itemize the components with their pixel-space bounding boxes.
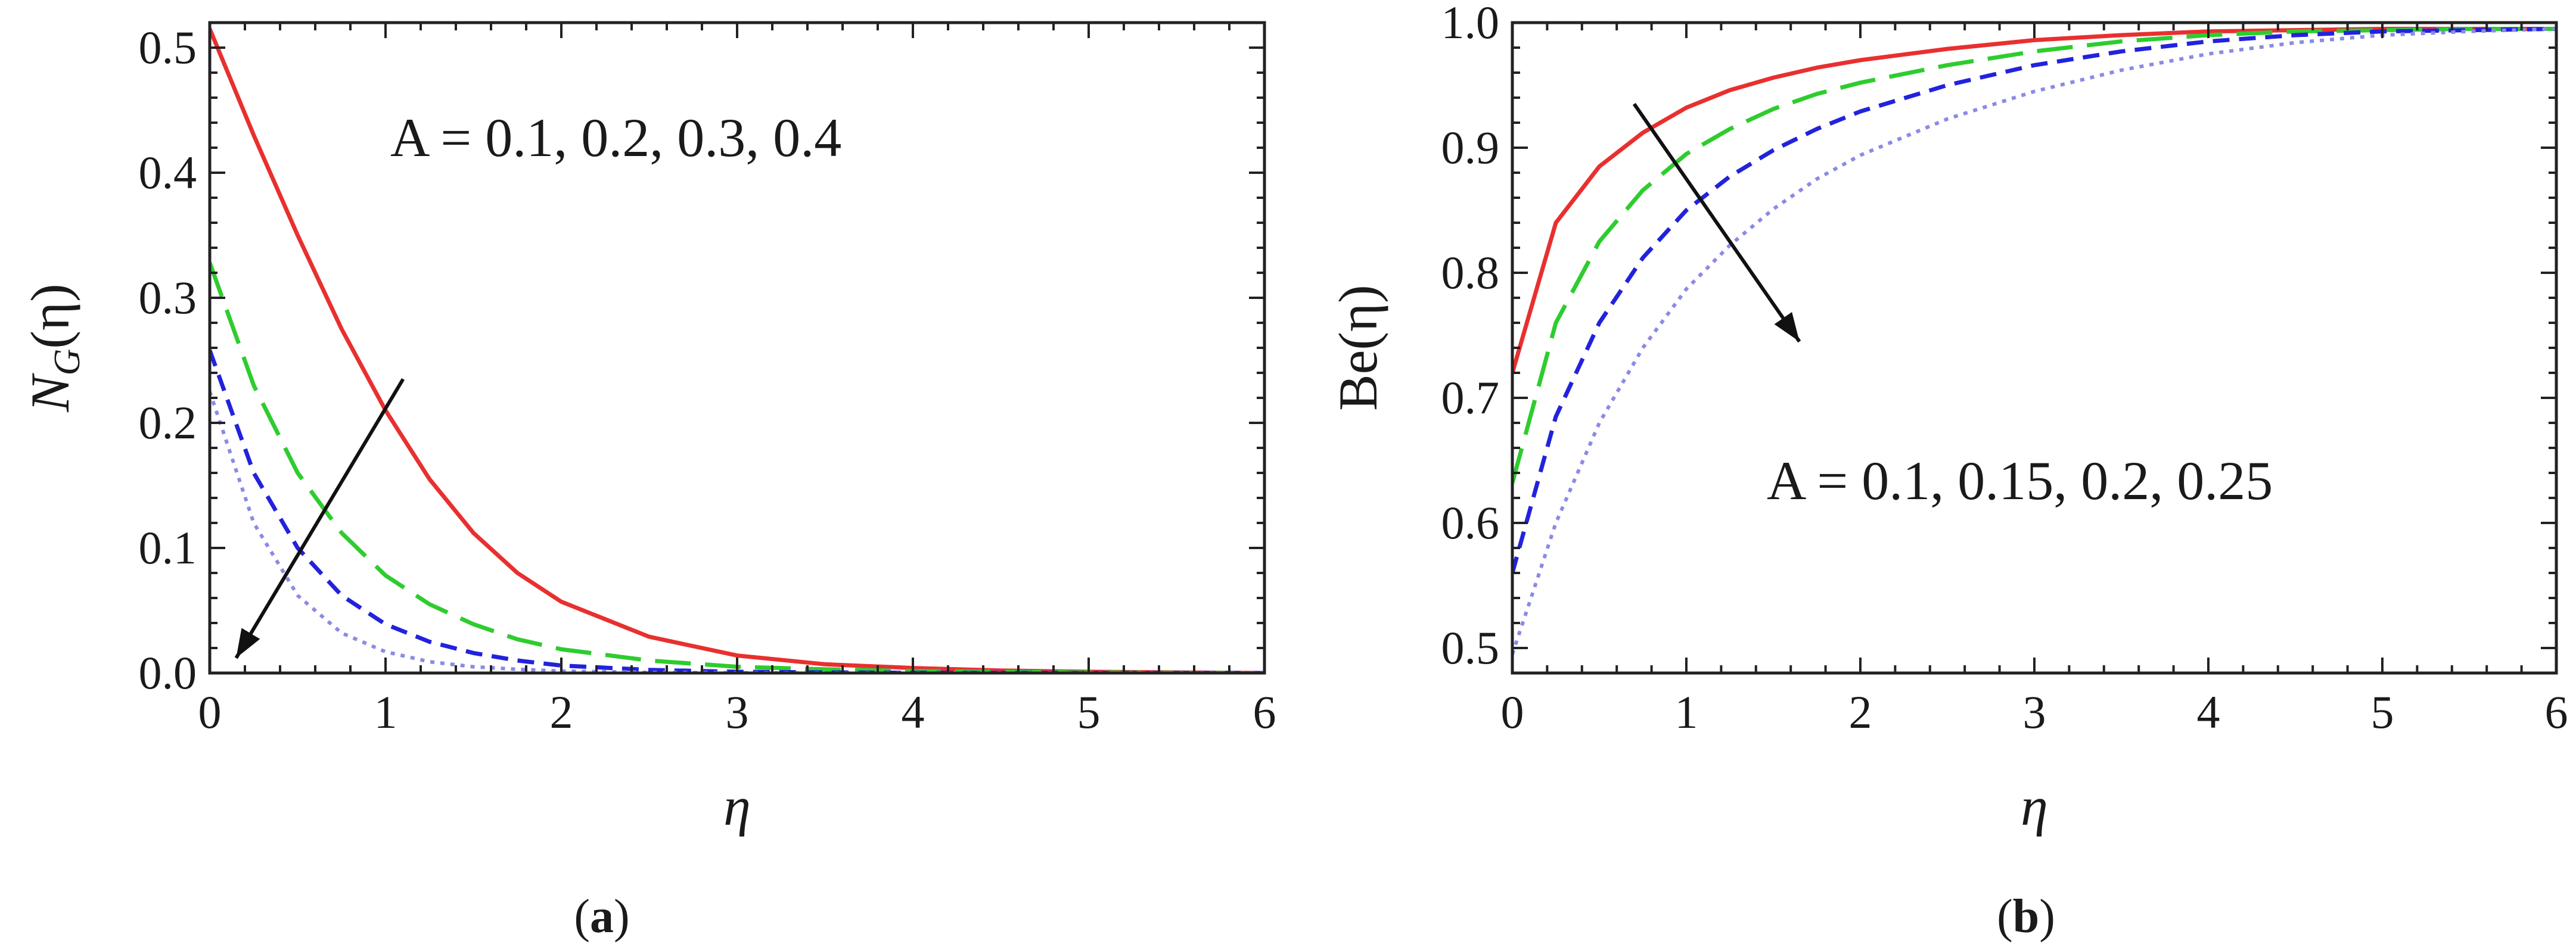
caption-close-paren: ) xyxy=(614,890,630,943)
y-tick-label: 0.8 xyxy=(1441,247,1500,298)
series-line-1 xyxy=(1512,27,2556,373)
panel-caption: (b) xyxy=(1997,890,2055,943)
x-tick-label: 3 xyxy=(726,686,749,738)
caption-letter: a xyxy=(590,890,614,943)
caption-close-paren: ) xyxy=(2039,890,2055,943)
x-tick-label: 6 xyxy=(2545,686,2568,738)
y-axis-title-args: (η) xyxy=(20,284,80,348)
x-tick-label: 5 xyxy=(1077,686,1101,738)
y-tick-label: 0.0 xyxy=(139,647,197,699)
y-tick-label: 0.2 xyxy=(139,397,197,448)
x-tick-label: 3 xyxy=(2023,686,2046,738)
series-line-2 xyxy=(210,262,1264,673)
series-line-3 xyxy=(210,350,1264,673)
x-tick-label: 0 xyxy=(1501,686,1524,738)
chart-panel-a: 0 1 2 3 4 5 6 0.0 0.1 0.2 0.3 0.4 0.5 η NG(η) A = 0.1, … xyxy=(20,21,1276,943)
x-tick-label: 4 xyxy=(902,686,925,738)
series-line-4 xyxy=(1512,27,2556,655)
y-axis-title: Be(η) xyxy=(1328,285,1388,411)
x-tick-label: 0 xyxy=(198,686,222,738)
parameter-annotation: A = 0.1, 0.15, 0.2, 0.25 xyxy=(1767,450,2273,511)
x-tick-label: 5 xyxy=(2371,686,2394,738)
y-tick-label: 0.1 xyxy=(139,522,197,574)
y-tick-label: 0.3 xyxy=(139,272,197,323)
trend-arrow-head xyxy=(1774,311,1800,342)
series-line-4 xyxy=(210,391,1264,673)
x-axis-title: η xyxy=(723,776,751,837)
parameter-annotation: A = 0.1, 0.2, 0.3, 0.4 xyxy=(390,107,841,168)
panel-caption: (a) xyxy=(574,890,629,943)
x-tick-label: 2 xyxy=(1849,686,1872,738)
trend-arrow-shaft xyxy=(1632,102,1801,343)
caption-letter: b xyxy=(2013,890,2040,943)
y-tick-label: 0.6 xyxy=(1441,497,1500,549)
y-axis-title: NG(η) xyxy=(20,284,88,413)
series-line-2 xyxy=(1512,27,2556,484)
x-tick-label: 2 xyxy=(550,686,573,738)
x-tick-label: 1 xyxy=(374,686,397,738)
y-tick-label: 1.0 xyxy=(1441,0,1500,48)
plot-frame xyxy=(1511,21,2558,675)
series-line-3 xyxy=(1512,27,2556,574)
trend-arrow-head xyxy=(236,628,260,658)
y-tick-label: 0.5 xyxy=(1441,622,1500,674)
x-tick-label: 4 xyxy=(2197,686,2220,738)
caption-open-paren: ( xyxy=(1997,890,2013,943)
x-tick-label: 6 xyxy=(1253,686,1276,738)
y-axis-title-main: N xyxy=(20,373,80,413)
x-axis-title: η xyxy=(2021,776,2048,837)
y-tick-label: 0.4 xyxy=(139,147,197,198)
y-tick-label: 0.9 xyxy=(1441,122,1500,173)
trend-arrow-shaft xyxy=(234,378,405,659)
y-tick-label: 0.7 xyxy=(1441,372,1500,423)
y-axis-title-subscript: G xyxy=(47,349,88,376)
x-tick-label: 1 xyxy=(1675,686,1698,738)
y-tick-label: 0.5 xyxy=(139,21,197,73)
caption-open-paren: ( xyxy=(574,890,590,943)
chart-panel-b: 0 1 2 3 4 5 6 0.5 0.6 0.7 0.8 0.9 1.0 η Be(η) A = 0.1, … xyxy=(1328,0,2568,943)
